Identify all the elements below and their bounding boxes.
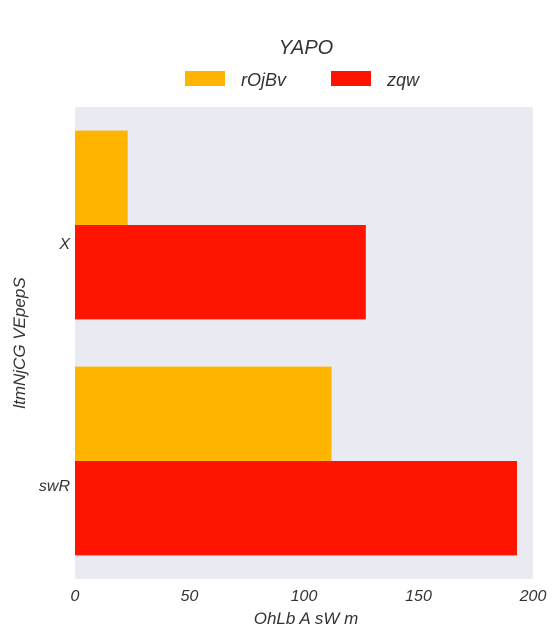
- x-tick-label-0: 0: [71, 588, 80, 605]
- legend-label-0: rOjBv: [241, 70, 287, 90]
- y-axis-label: ltmNjCG VEpepS: [10, 277, 29, 409]
- x-ticks: 0 50 100 150 200: [71, 588, 547, 605]
- legend-swatch-0: [185, 71, 225, 86]
- legend-label-1: zqw: [386, 70, 420, 90]
- x-axis-label: OhLb A sW m: [254, 609, 359, 628]
- legend-swatch-1: [331, 71, 371, 86]
- x-tick-label-3: 150: [405, 588, 432, 605]
- chart-title: YAPO: [279, 37, 333, 59]
- x-tick-label-4: 200: [519, 588, 547, 605]
- bars: [75, 130, 517, 556]
- bar-zqw-X: [75, 225, 366, 320]
- y-tick-label-1: swR: [39, 478, 71, 495]
- bar-rOjBv-X: [75, 130, 128, 225]
- x-tick-label-2: 100: [291, 588, 318, 605]
- bar-rOjBv-swR: [75, 366, 332, 461]
- y-tick-label-0: X: [58, 236, 71, 253]
- legend: rOjBv zqw: [185, 70, 420, 90]
- bar-zqw-swR: [75, 461, 517, 556]
- x-tick-label-1: 50: [181, 588, 199, 605]
